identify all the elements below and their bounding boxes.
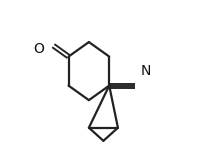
- Text: N: N: [140, 64, 150, 78]
- Text: O: O: [34, 42, 44, 56]
